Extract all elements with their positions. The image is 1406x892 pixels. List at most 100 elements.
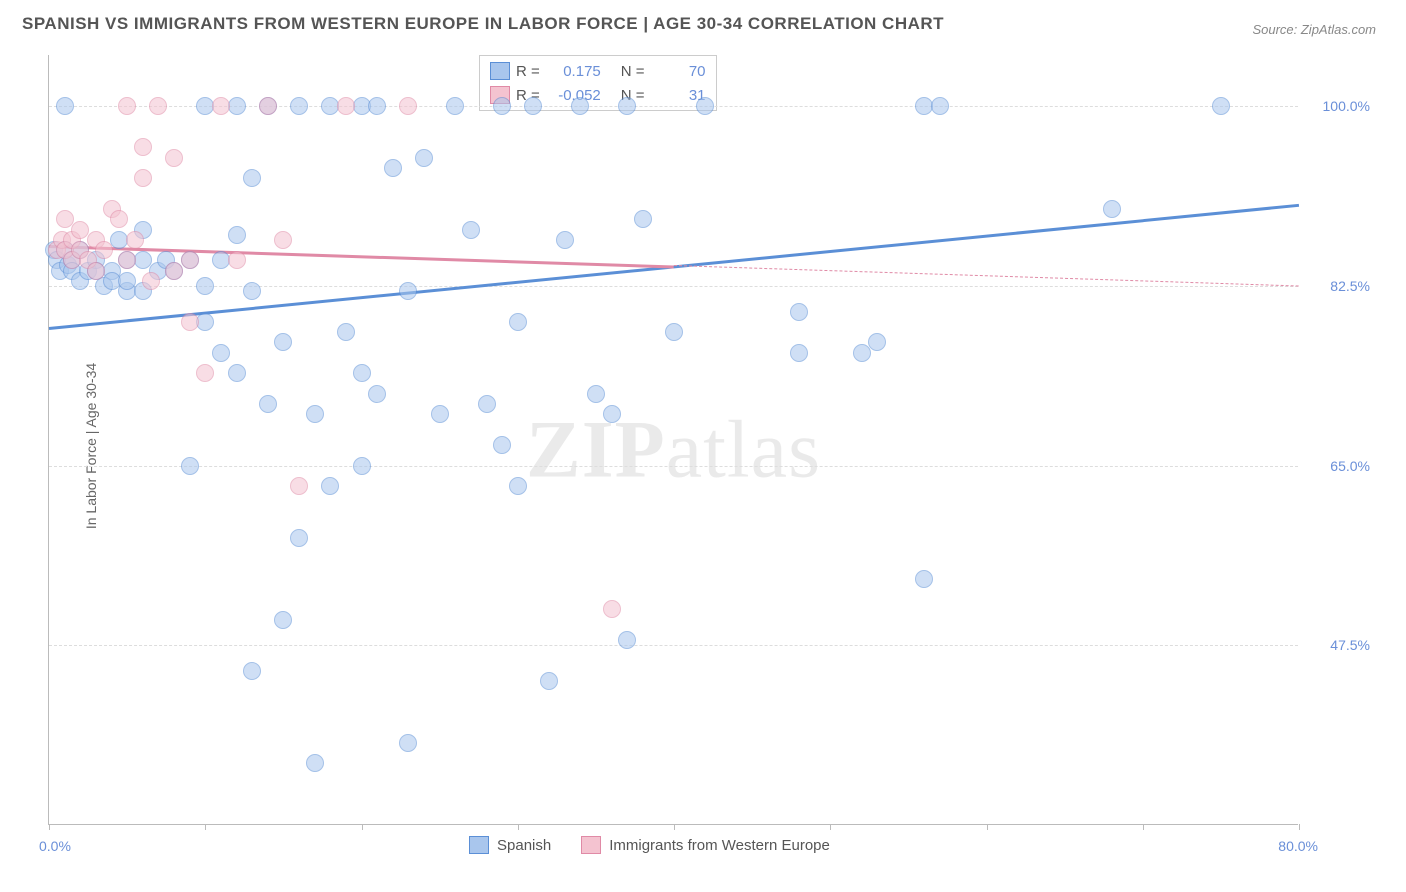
data-point xyxy=(353,457,371,475)
data-point xyxy=(142,272,160,290)
scatter-plot-area: ZIPatlas R = 0.175 N = 70 R = -0.052 N =… xyxy=(48,55,1298,825)
data-point xyxy=(228,226,246,244)
data-point xyxy=(634,210,652,228)
data-point xyxy=(110,210,128,228)
x-tick xyxy=(362,824,363,830)
data-point xyxy=(509,477,527,495)
x-tick xyxy=(830,824,831,830)
watermark: ZIPatlas xyxy=(526,402,821,496)
x-tick xyxy=(1299,824,1300,830)
correlation-legend: R = 0.175 N = 70 R = -0.052 N = 31 xyxy=(479,55,717,111)
x-tick xyxy=(674,824,675,830)
data-point xyxy=(118,97,136,115)
data-point xyxy=(384,159,402,177)
series-legend: Spanish Immigrants from Western Europe xyxy=(469,836,830,854)
data-point xyxy=(228,251,246,269)
data-point xyxy=(196,313,214,331)
data-point xyxy=(587,385,605,403)
legend-item-spanish: Spanish xyxy=(469,836,551,854)
data-point xyxy=(603,600,621,618)
swatch-spanish xyxy=(490,62,510,80)
legend-row-immigrants: R = -0.052 N = 31 xyxy=(490,83,706,107)
data-point xyxy=(415,149,433,167)
data-point xyxy=(196,364,214,382)
data-point xyxy=(399,97,417,115)
chart-title: SPANISH VS IMMIGRANTS FROM WESTERN EUROP… xyxy=(22,14,944,34)
data-point xyxy=(181,457,199,475)
legend-item-immigrants: Immigrants from Western Europe xyxy=(581,836,830,854)
n-value-spanish: 70 xyxy=(651,63,706,80)
data-point xyxy=(1212,97,1230,115)
data-point xyxy=(462,221,480,239)
data-point xyxy=(134,138,152,156)
data-point xyxy=(790,303,808,321)
data-point xyxy=(228,364,246,382)
legend-label-immigrants: Immigrants from Western Europe xyxy=(609,837,830,854)
data-point xyxy=(243,662,261,680)
data-point xyxy=(618,631,636,649)
data-point xyxy=(493,97,511,115)
data-point xyxy=(243,282,261,300)
data-point xyxy=(321,477,339,495)
data-point xyxy=(431,405,449,423)
data-point xyxy=(259,97,277,115)
data-point xyxy=(95,241,113,259)
data-point xyxy=(540,672,558,690)
data-point xyxy=(556,231,574,249)
data-point xyxy=(399,282,417,300)
data-point xyxy=(56,97,74,115)
y-tick-label: 100.0% xyxy=(1310,98,1370,114)
data-point xyxy=(306,754,324,772)
data-point xyxy=(931,97,949,115)
data-point xyxy=(368,385,386,403)
swatch-immigrants xyxy=(581,836,601,854)
gridline xyxy=(49,645,1298,646)
gridline xyxy=(49,286,1298,287)
data-point xyxy=(571,97,589,115)
swatch-spanish xyxy=(469,836,489,854)
x-tick xyxy=(987,824,988,830)
data-point xyxy=(868,333,886,351)
x-axis-min: 0.0% xyxy=(39,838,71,854)
data-point xyxy=(399,734,417,752)
y-tick-label: 82.5% xyxy=(1310,278,1370,294)
data-point xyxy=(196,277,214,295)
data-point xyxy=(290,477,308,495)
x-axis-max: 80.0% xyxy=(1278,838,1318,854)
data-point xyxy=(790,344,808,362)
x-tick xyxy=(205,824,206,830)
data-point xyxy=(259,395,277,413)
x-tick xyxy=(518,824,519,830)
x-tick xyxy=(1143,824,1144,830)
data-point xyxy=(853,344,871,362)
data-point xyxy=(368,97,386,115)
data-point xyxy=(212,97,230,115)
r-label: R = xyxy=(516,63,540,80)
data-point xyxy=(290,97,308,115)
source-attribution: Source: ZipAtlas.com xyxy=(1252,22,1376,37)
data-point xyxy=(165,262,183,280)
data-point xyxy=(134,169,152,187)
data-point xyxy=(87,262,105,280)
data-point xyxy=(165,149,183,167)
data-point xyxy=(212,344,230,362)
data-point xyxy=(696,97,714,115)
data-point xyxy=(524,97,542,115)
r-value-spanish: 0.175 xyxy=(546,63,601,80)
data-point xyxy=(509,313,527,331)
data-point xyxy=(493,436,511,454)
data-point xyxy=(603,405,621,423)
data-point xyxy=(306,405,324,423)
legend-row-spanish: R = 0.175 N = 70 xyxy=(490,59,706,83)
data-point xyxy=(618,97,636,115)
legend-label-spanish: Spanish xyxy=(497,837,551,854)
gridline xyxy=(49,466,1298,467)
data-point xyxy=(337,97,355,115)
x-tick xyxy=(49,824,50,830)
data-point xyxy=(228,97,246,115)
n-label: N = xyxy=(621,63,645,80)
data-point xyxy=(290,529,308,547)
data-point xyxy=(478,395,496,413)
data-point xyxy=(446,97,464,115)
data-point xyxy=(149,97,167,115)
